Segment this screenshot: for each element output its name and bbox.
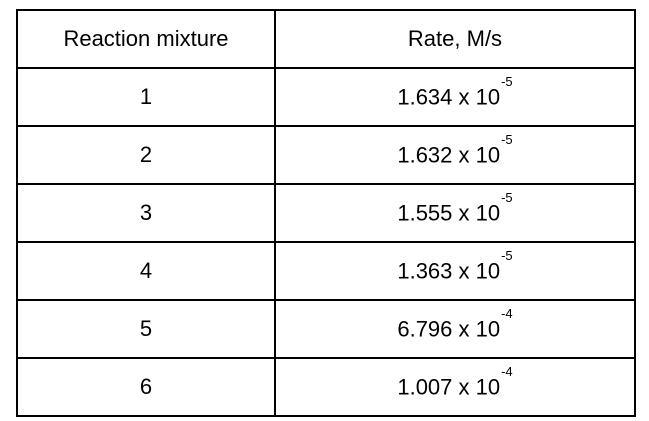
table-row: 2 1.632 x 10-5 [16,125,636,185]
rate-exponent: -5 [501,131,513,147]
mixture-cell: 1 [16,67,276,127]
mixture-cell: 5 [16,299,276,359]
rate-exponent: -5 [501,247,513,263]
rate-cell: 1.632 x 10-5 [274,125,636,185]
rate-cell: 1.363 x 10-5 [274,241,636,301]
rate-exponent: -5 [501,73,513,89]
rate-cell: 1.555 x 10-5 [274,183,636,243]
rate-mantissa: 1.363 x 10 [397,258,501,284]
header-rate: Rate, M/s [274,9,636,69]
table-row: 3 1.555 x 10-5 [16,183,636,243]
table-header-row: Reaction mixture Rate, M/s [16,9,636,69]
table-row: 1 1.634 x 10-5 [16,67,636,127]
rate-cell: 1.007 x 10-4 [274,357,636,417]
table-row: 5 6.796 x 10-4 [16,299,636,359]
rate-mantissa: 1.634 x 10 [397,84,501,110]
mixture-cell: 6 [16,357,276,417]
mixture-cell: 3 [16,183,276,243]
rate-cell: 1.634 x 10-5 [274,67,636,127]
table-row: 6 1.007 x 10-4 [16,357,636,417]
reaction-rate-table: Reaction mixture Rate, M/s 1 1.634 x 10-… [16,9,636,417]
mixture-cell: 4 [16,241,276,301]
rate-mantissa: 1.007 x 10 [397,374,501,400]
rate-exponent: -5 [501,189,513,205]
rate-mantissa: 1.555 x 10 [397,200,501,226]
mixture-cell: 2 [16,125,276,185]
rate-mantissa: 1.632 x 10 [397,142,501,168]
rate-mantissa: 6.796 x 10 [397,316,501,342]
table-row: 4 1.363 x 10-5 [16,241,636,301]
rate-exponent: -4 [501,305,513,321]
header-reaction-mixture: Reaction mixture [16,9,276,69]
rate-cell: 6.796 x 10-4 [274,299,636,359]
rate-exponent: -4 [501,363,513,379]
